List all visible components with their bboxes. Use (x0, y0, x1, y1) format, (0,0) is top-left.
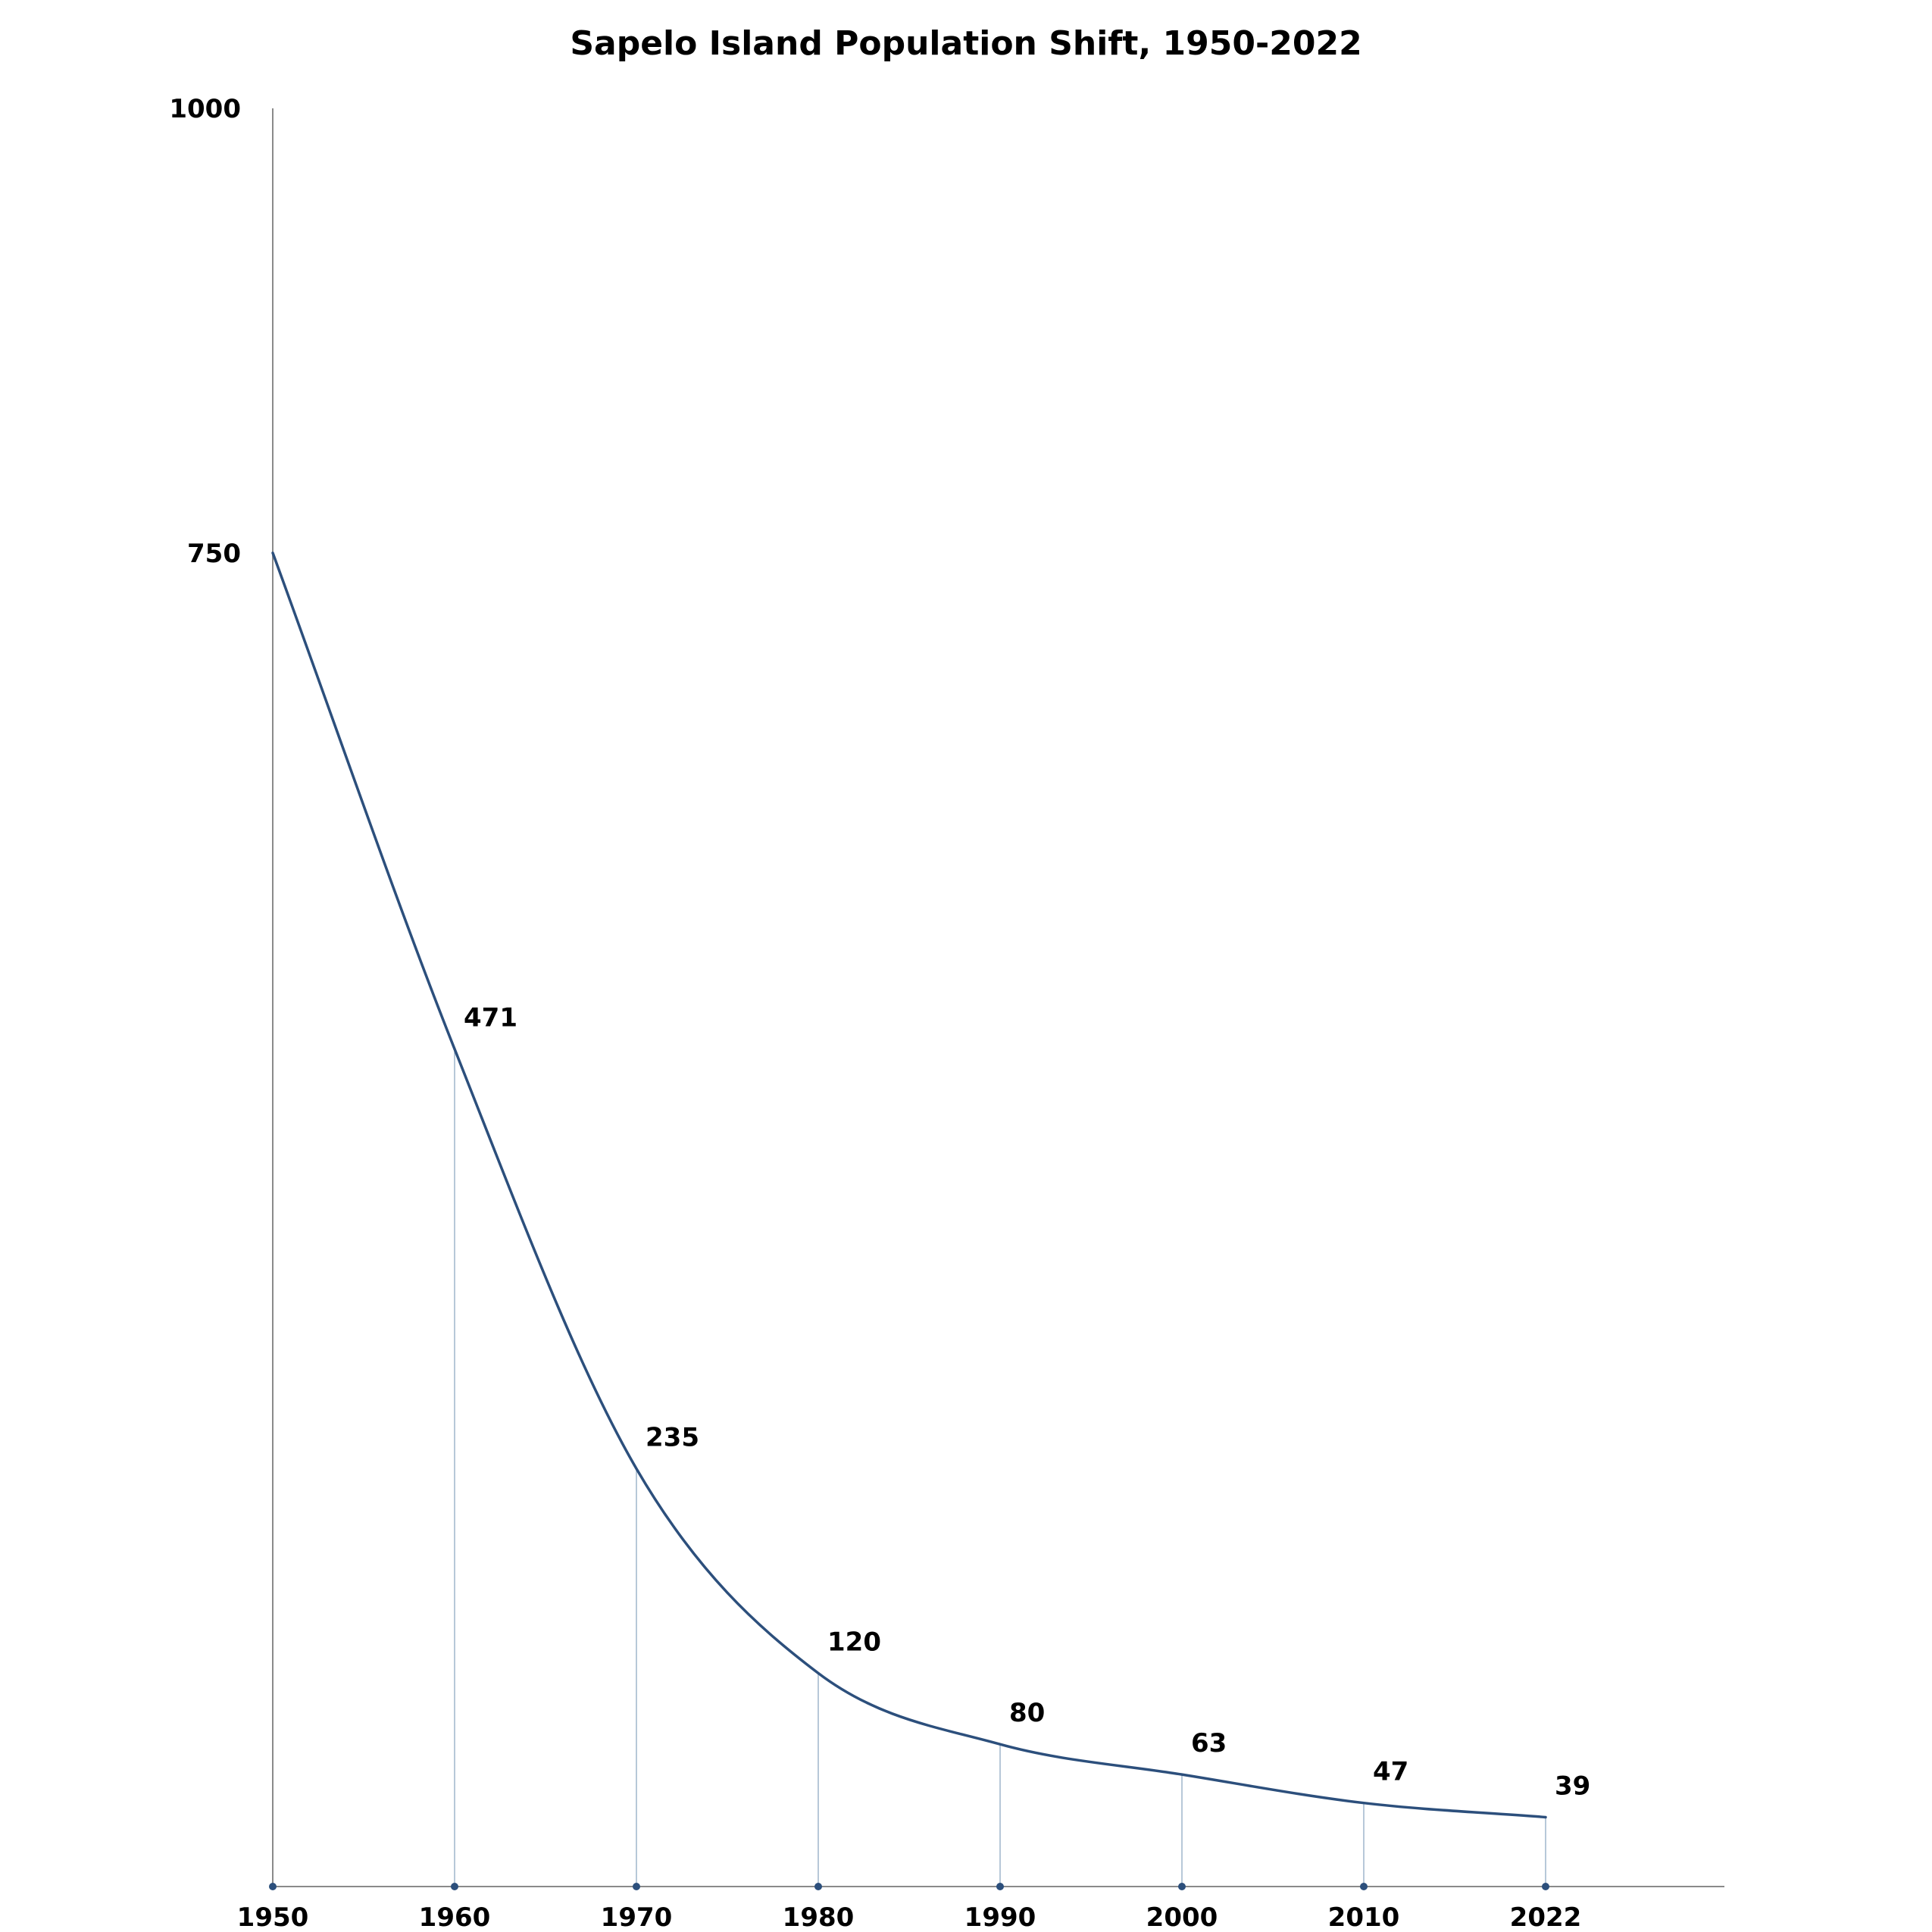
x-axis-marker (269, 1883, 277, 1890)
x-axis-marker (814, 1883, 822, 1890)
data-label: 47 (1373, 1757, 1408, 1787)
x-tick-label: 1950 (237, 1902, 309, 1932)
x-tick-label: 1990 (964, 1902, 1036, 1932)
data-label: 39 (1555, 1771, 1590, 1801)
axes (272, 108, 1724, 1887)
x-tick-label: 1980 (783, 1902, 855, 1932)
series-layer (271, 552, 1547, 1819)
x-tick-label: 2022 (1510, 1902, 1582, 1932)
drop-lines (454, 1049, 1546, 1887)
x-tick-label: 1970 (601, 1902, 673, 1932)
population-line (271, 552, 1547, 1819)
y-tick-label: 750 (187, 539, 241, 569)
data-label: 120 (827, 1627, 881, 1657)
x-tick-labels: 1950 1960 1970 1980 1990 2000 2010 2022 (237, 1902, 1582, 1932)
x-axis-marker (1542, 1883, 1549, 1890)
x-axis-markers (269, 1883, 1549, 1890)
y-tick-labels: 750 1000 (169, 94, 241, 569)
x-tick-label: 2010 (1328, 1902, 1400, 1932)
x-tick-label: 2000 (1146, 1902, 1218, 1932)
x-axis-marker (633, 1883, 640, 1890)
data-label: 63 (1191, 1728, 1227, 1758)
x-axis-marker (451, 1883, 458, 1890)
x-axis-marker (1360, 1883, 1368, 1890)
x-axis-marker (996, 1883, 1004, 1890)
data-label: 235 (646, 1422, 699, 1452)
x-axis-marker (1178, 1883, 1186, 1890)
data-label: 80 (1009, 1698, 1045, 1728)
data-label: 471 (464, 1003, 517, 1033)
chart-title: Sapelo Island Population Shift, 1950-202… (570, 24, 1361, 63)
y-tick-label: 1000 (169, 94, 241, 124)
x-tick-label: 1960 (419, 1902, 491, 1932)
data-labels: 471 235 120 80 63 47 39 (464, 1003, 1590, 1802)
